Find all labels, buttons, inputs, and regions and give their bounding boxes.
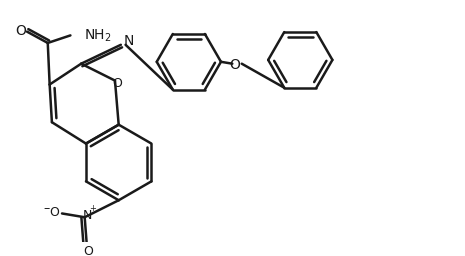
Text: O: O xyxy=(112,77,122,90)
Text: N: N xyxy=(124,34,134,48)
Text: +: + xyxy=(89,204,96,213)
Text: O: O xyxy=(49,206,60,219)
Text: NH$_2$: NH$_2$ xyxy=(84,27,111,44)
Text: O: O xyxy=(230,58,240,72)
Text: O: O xyxy=(15,24,26,38)
Text: O: O xyxy=(84,245,93,256)
Text: –: – xyxy=(44,202,50,215)
Text: N: N xyxy=(83,209,92,222)
